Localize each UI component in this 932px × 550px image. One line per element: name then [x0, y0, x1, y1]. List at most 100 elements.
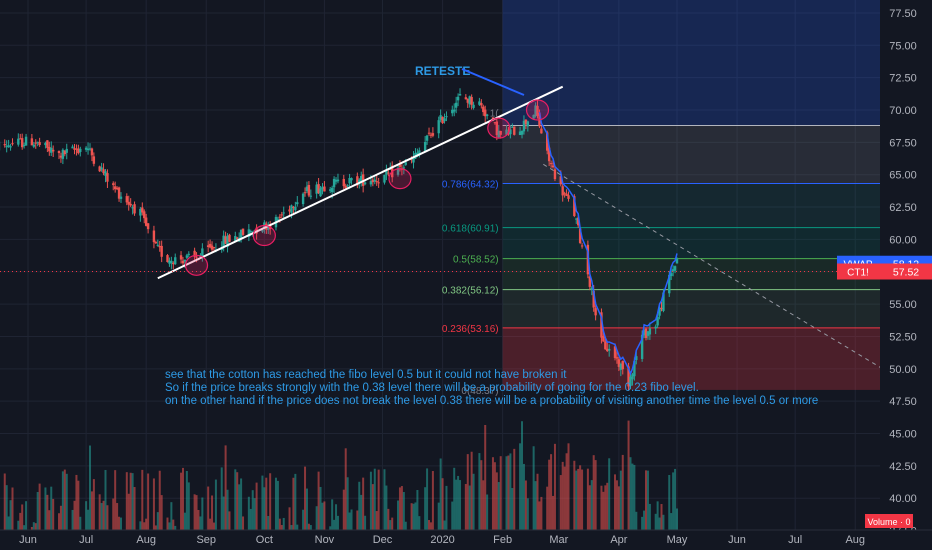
volume-bar: [526, 498, 529, 530]
x-tick-label: Aug: [136, 534, 156, 546]
x-tick-label: Oct: [256, 534, 273, 546]
volume-bar: [236, 472, 239, 530]
candle-body: [613, 346, 617, 358]
volume-bar: [553, 443, 556, 530]
volume-bar: [654, 513, 657, 530]
volume-bar: [317, 471, 320, 530]
candle-body: [565, 193, 568, 196]
x-tick-label: Aug: [845, 534, 865, 546]
volume-bar: [274, 477, 277, 530]
volume-bar: [619, 470, 622, 530]
candle-body: [412, 156, 415, 163]
volume-bar: [522, 463, 525, 530]
volume-bar: [579, 465, 582, 530]
candle-body: [360, 175, 363, 181]
candle-body: [466, 99, 469, 103]
candle-body: [296, 202, 299, 205]
candle-body: [102, 169, 105, 174]
candle-body: [385, 170, 388, 175]
volume-bar: [77, 480, 80, 530]
volume-bar: [511, 488, 514, 530]
volume-bar: [480, 460, 483, 530]
candle-body: [193, 250, 196, 257]
volume-bar: [459, 480, 462, 530]
candle-body: [11, 143, 14, 145]
candle-body: [429, 134, 433, 136]
volume-bar: [391, 517, 394, 530]
volume-bar: [181, 467, 184, 530]
candle-body: [640, 334, 644, 359]
volume-bar: [226, 489, 229, 530]
volume-bar: [187, 482, 190, 530]
fib-label: 0.786(64.32): [442, 180, 499, 191]
candle-body: [532, 114, 535, 119]
candle-body: [604, 341, 607, 350]
volume-bar: [247, 496, 250, 530]
candle-body: [166, 255, 169, 263]
volume-bar: [183, 512, 186, 530]
candle-body: [32, 144, 36, 147]
candle-body: [588, 276, 592, 287]
x-tick-label: Jul: [79, 534, 93, 546]
volume-bar: [668, 474, 671, 530]
volume-bar: [160, 495, 163, 530]
volume-bar: [457, 475, 460, 530]
volume-bar: [658, 517, 661, 530]
candle-body: [621, 360, 624, 370]
volume-bar: [346, 477, 349, 530]
x-tick-label: Feb: [493, 534, 512, 546]
candle-body: [547, 147, 551, 162]
candle-body: [160, 245, 163, 257]
candle-body: [371, 179, 375, 183]
candle-body: [305, 186, 309, 192]
volume-bar: [470, 451, 473, 530]
candle-body: [183, 259, 187, 262]
candle-body: [152, 230, 156, 243]
volume-bar: [656, 501, 659, 530]
volume-bar: [92, 479, 95, 530]
y-tick-label: 50.00: [889, 364, 917, 376]
candle-body: [509, 129, 512, 135]
candle-body: [491, 117, 495, 120]
price-label: CT1! 57.52: [837, 263, 932, 280]
candle-body: [5, 146, 8, 148]
volume-bar: [290, 525, 293, 530]
volume-bar: [491, 457, 494, 530]
candle-body: [48, 146, 51, 152]
volume-bar: [125, 472, 128, 530]
volume-bar: [224, 445, 227, 530]
candle-body: [377, 182, 380, 184]
volume-bar: [269, 473, 272, 530]
volume-bar: [464, 483, 467, 530]
volume-bar: [486, 494, 489, 530]
volume-bar: [548, 459, 551, 530]
volume-bar: [46, 494, 49, 530]
volume-bar: [540, 496, 543, 530]
volume-bar: [251, 490, 254, 530]
volume-bar: [112, 498, 115, 530]
y-tick-label: 45.00: [889, 429, 917, 441]
volume-bar: [168, 522, 171, 530]
volume-bar: [573, 460, 576, 530]
price-label-name: CT1!: [847, 268, 869, 279]
candle-body: [480, 102, 483, 106]
volume-bar: [7, 516, 10, 530]
candle-body: [348, 178, 351, 184]
volume-bar: [5, 485, 8, 530]
volume-bar: [538, 501, 541, 530]
volume-bar: [315, 506, 318, 530]
volume-bar: [602, 491, 605, 530]
candle-body: [468, 96, 471, 105]
volume-bar: [662, 514, 665, 530]
volume-bar: [25, 501, 28, 530]
volume-bar: [410, 503, 413, 530]
volume-bar: [635, 511, 638, 530]
candle-body: [174, 257, 177, 265]
candle-body: [315, 184, 318, 194]
candle-body: [179, 255, 183, 260]
candle-body: [201, 248, 204, 258]
candle-body: [387, 172, 390, 174]
volume-bar: [437, 502, 440, 530]
volume-bar: [414, 502, 417, 530]
